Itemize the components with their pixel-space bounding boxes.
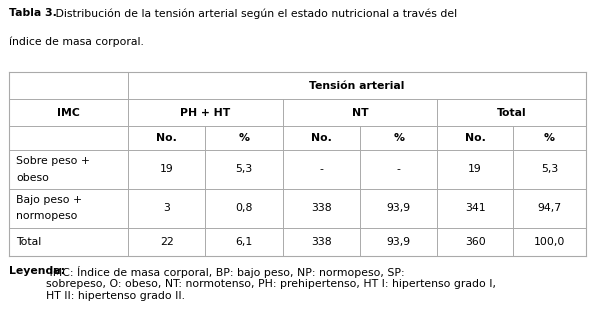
- Text: No.: No.: [465, 133, 486, 143]
- Text: normopeso: normopeso: [16, 212, 77, 221]
- Text: 93,9: 93,9: [387, 237, 411, 247]
- Text: obeso: obeso: [16, 173, 49, 183]
- Text: Tensión arterial: Tensión arterial: [309, 81, 405, 91]
- Text: 360: 360: [465, 237, 486, 247]
- Text: NT: NT: [352, 108, 368, 118]
- Text: Total: Total: [16, 237, 41, 247]
- Text: Tabla 3.: Tabla 3.: [9, 8, 57, 18]
- Text: No.: No.: [311, 133, 332, 143]
- Text: 6,1: 6,1: [236, 237, 252, 247]
- Text: %: %: [239, 133, 249, 143]
- Text: 0,8: 0,8: [235, 203, 253, 213]
- Text: -: -: [397, 164, 400, 174]
- Text: %: %: [393, 133, 404, 143]
- Text: 5,3: 5,3: [236, 164, 252, 174]
- Text: 94,7: 94,7: [537, 203, 562, 213]
- Text: 3: 3: [163, 203, 170, 213]
- Text: %: %: [544, 133, 555, 143]
- Text: Leyenda:: Leyenda:: [9, 266, 65, 275]
- Text: IMC: Índice de masa corporal, BP: bajo peso, NP: normopeso, SP:
sobrepeso, O: ob: IMC: Índice de masa corporal, BP: bajo p…: [46, 266, 496, 301]
- Text: 338: 338: [311, 237, 331, 247]
- Text: Distribución de la tensión arterial según el estado nutricional a través del: Distribución de la tensión arterial segú…: [52, 8, 458, 19]
- Text: No.: No.: [156, 133, 177, 143]
- Text: Total: Total: [497, 108, 527, 118]
- Text: PH + HT: PH + HT: [180, 108, 230, 118]
- Text: 338: 338: [311, 203, 331, 213]
- Text: Sobre peso +: Sobre peso +: [16, 156, 90, 166]
- Text: 100,0: 100,0: [534, 237, 565, 247]
- Text: 19: 19: [159, 164, 174, 174]
- Text: 19: 19: [468, 164, 482, 174]
- Text: 22: 22: [159, 237, 174, 247]
- Text: 5,3: 5,3: [541, 164, 558, 174]
- Text: índice de masa corporal.: índice de masa corporal.: [9, 36, 144, 47]
- Text: IMC: IMC: [57, 108, 80, 118]
- Text: -: -: [320, 164, 323, 174]
- Text: 341: 341: [465, 203, 486, 213]
- Text: 93,9: 93,9: [387, 203, 411, 213]
- Text: Bajo peso +: Bajo peso +: [16, 195, 82, 205]
